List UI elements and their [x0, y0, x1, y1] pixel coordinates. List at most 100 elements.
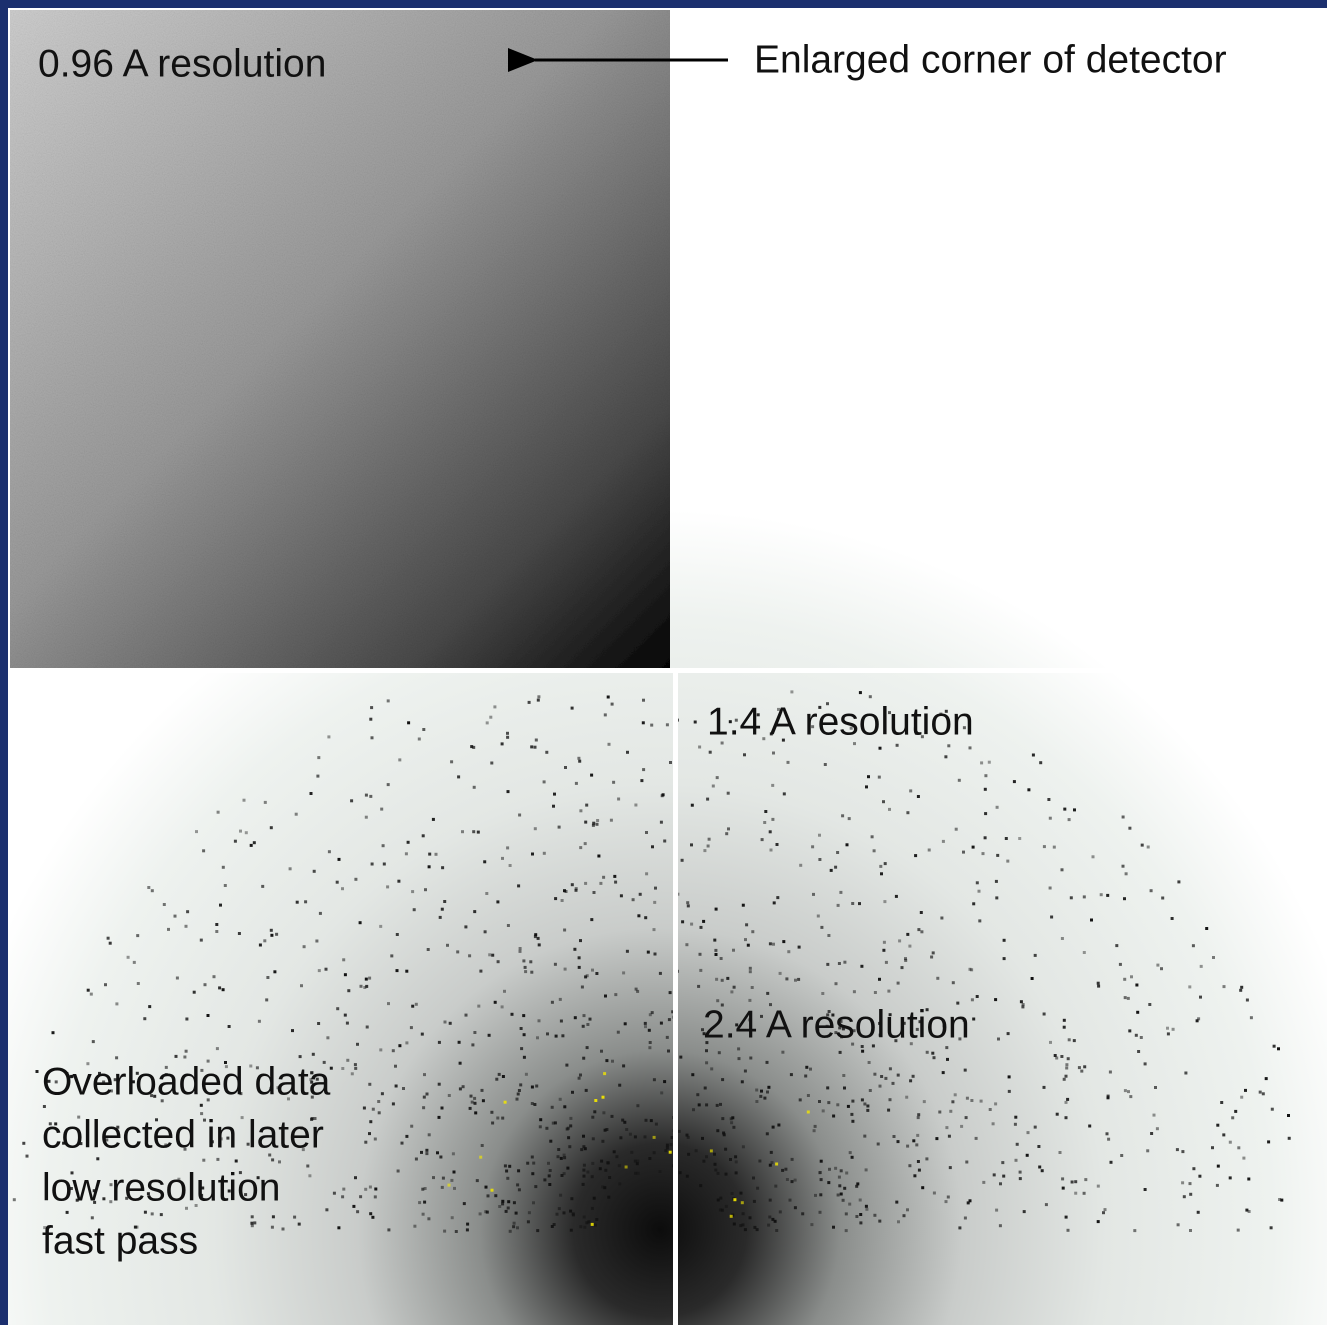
spot	[558, 1207, 561, 1210]
spot	[1239, 989, 1242, 992]
spot	[590, 774, 593, 777]
spot	[531, 853, 534, 856]
spot	[354, 878, 357, 881]
spot	[917, 1116, 920, 1119]
spot	[851, 1156, 854, 1159]
spot	[740, 1192, 743, 1195]
spot	[584, 842, 587, 845]
spot	[522, 959, 525, 962]
spot	[485, 1186, 488, 1189]
spot	[1127, 1090, 1130, 1093]
spot	[744, 1228, 747, 1231]
spot	[602, 876, 605, 879]
spot	[858, 902, 861, 905]
spot	[501, 1005, 504, 1008]
spot	[1061, 937, 1064, 940]
spot	[721, 1078, 724, 1081]
spot	[22, 1142, 25, 1145]
spot	[586, 1046, 589, 1049]
spot	[326, 1036, 329, 1039]
spot	[595, 972, 598, 975]
spot	[593, 1110, 596, 1113]
spot	[1217, 1165, 1220, 1168]
spot	[964, 1069, 967, 1072]
spot	[449, 1022, 452, 1025]
spot	[681, 859, 684, 862]
spot	[204, 983, 207, 986]
spot	[539, 1118, 542, 1121]
spot	[596, 823, 599, 826]
spot	[398, 758, 401, 761]
spot	[777, 1124, 780, 1127]
spot	[636, 1162, 639, 1165]
spot	[716, 1129, 719, 1132]
spot	[838, 962, 841, 965]
spot	[52, 1031, 55, 1034]
spot	[879, 865, 882, 868]
spot	[275, 933, 278, 936]
spot	[860, 965, 863, 968]
spot	[742, 1145, 745, 1148]
spot	[984, 788, 987, 791]
spot	[779, 1210, 782, 1213]
spot	[1084, 1178, 1087, 1181]
spot	[1008, 1090, 1011, 1093]
spot	[565, 890, 568, 893]
spot	[725, 1205, 728, 1208]
spot	[26, 1155, 29, 1158]
spot	[1184, 1072, 1187, 1075]
spot	[473, 786, 476, 789]
spot	[582, 1135, 585, 1138]
spot	[453, 1171, 456, 1174]
spot	[686, 901, 689, 904]
spot	[613, 875, 616, 878]
spot	[498, 1205, 501, 1208]
spot	[488, 953, 491, 956]
spot	[755, 1089, 758, 1092]
spot	[1237, 1146, 1240, 1149]
spot	[836, 1103, 839, 1106]
spot	[315, 940, 318, 943]
spot	[584, 882, 587, 885]
spot	[925, 1157, 928, 1160]
spot	[906, 933, 909, 936]
spot	[1071, 1181, 1074, 1184]
spot	[708, 838, 711, 841]
spot	[1031, 977, 1034, 980]
spot	[741, 1080, 744, 1083]
spot	[714, 949, 717, 952]
spot	[473, 1097, 476, 1100]
spot	[838, 1176, 841, 1179]
spot	[517, 1169, 520, 1172]
spot	[1181, 1181, 1184, 1184]
spot	[848, 817, 851, 820]
spot	[524, 966, 527, 969]
spot	[948, 1135, 951, 1138]
spot	[402, 1087, 405, 1090]
spot	[851, 1100, 854, 1103]
spot	[645, 1119, 648, 1122]
spot	[424, 888, 427, 891]
spot	[591, 969, 594, 972]
spot	[687, 1136, 690, 1139]
spot	[648, 1029, 651, 1032]
spot	[477, 831, 480, 834]
spot	[785, 977, 788, 980]
spot	[751, 986, 754, 989]
spot	[759, 1095, 762, 1098]
spot	[481, 1144, 484, 1147]
spot	[36, 1070, 39, 1073]
spot	[107, 937, 110, 940]
spot	[559, 1098, 562, 1101]
spot	[523, 1056, 526, 1059]
spot	[557, 1155, 560, 1158]
spot	[538, 1019, 541, 1022]
spot	[873, 849, 876, 852]
spot	[761, 838, 764, 841]
spot	[504, 1164, 507, 1167]
spot	[369, 718, 372, 721]
spot	[458, 1041, 461, 1044]
spot	[554, 897, 557, 900]
spot	[462, 1085, 465, 1088]
spot	[721, 1117, 724, 1120]
